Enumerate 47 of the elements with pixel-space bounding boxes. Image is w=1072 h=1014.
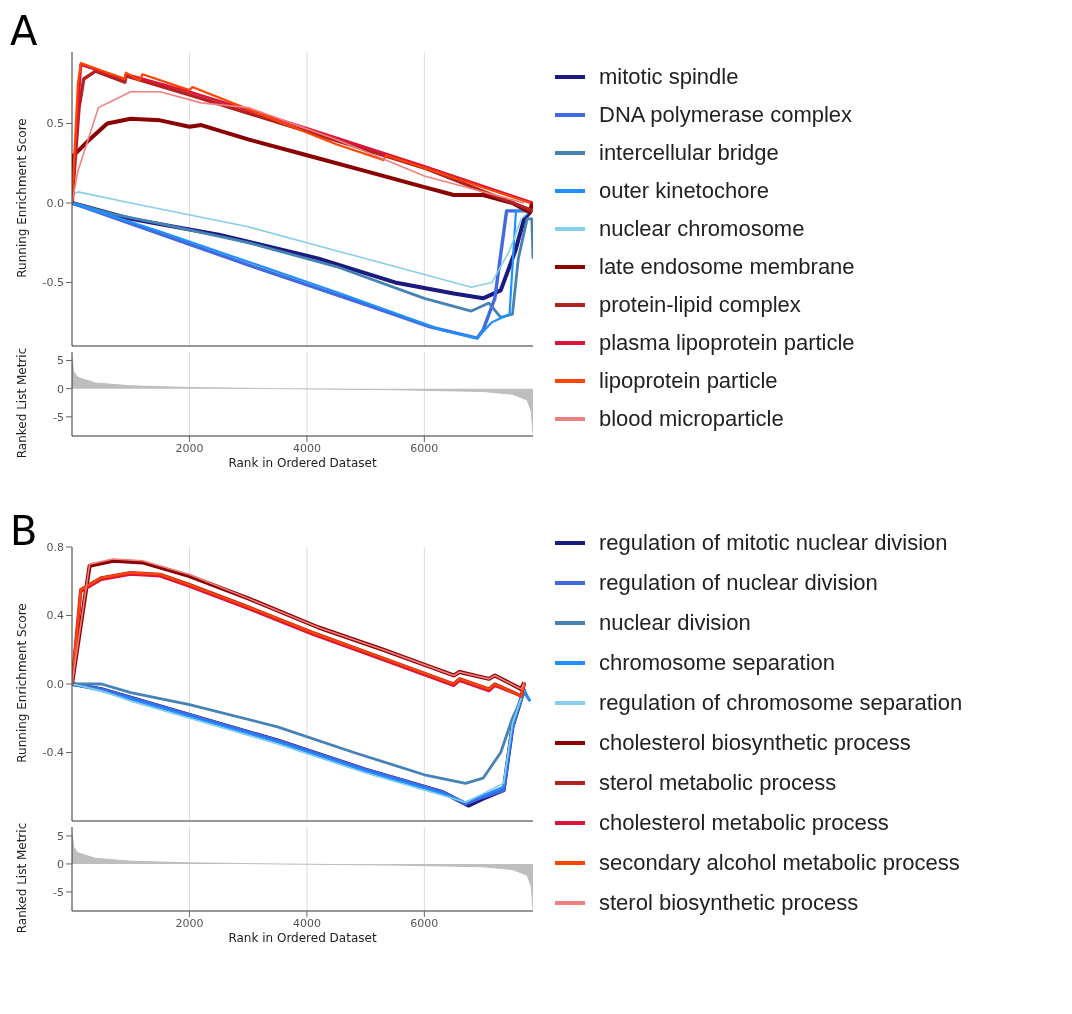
- legend-label: plasma lipoprotein particle: [599, 330, 855, 356]
- x-tick-label: 2000: [175, 441, 204, 455]
- chart-title: A: [10, 8, 38, 54]
- y-tick-label: -0.4: [42, 746, 64, 760]
- legend-label: intercellular bridge: [599, 140, 779, 166]
- y-tick-label: -5: [53, 885, 64, 899]
- x-tick-label: 4000: [292, 916, 321, 930]
- y-axis-title: Ranked List Metric: [15, 822, 29, 934]
- legend-label: mitotic spindle: [599, 64, 739, 90]
- legend-label: lipoprotein particle: [599, 368, 778, 394]
- x-tick-label: 6000: [410, 441, 439, 455]
- legend-label: protein-lipid complex: [599, 292, 801, 318]
- y-tick-label: 0.0: [46, 677, 64, 691]
- legend-label: DNA polymerase complex: [599, 102, 853, 128]
- x-axis-title: Rank in Ordered Dataset: [227, 456, 378, 470]
- legend-label: outer kinetochore: [599, 178, 769, 204]
- legend-label: regulation of chromosome separation: [599, 690, 963, 716]
- y-tick-label: 0.5: [46, 117, 64, 131]
- y-tick-label: 0: [57, 857, 64, 871]
- y-tick-label: 0.4: [46, 609, 64, 623]
- x-tick-label: 6000: [410, 916, 439, 930]
- y-axis-title: Running Enrichment Score: [15, 603, 29, 763]
- chart-title: B: [10, 508, 38, 554]
- legend-label: blood microparticle: [599, 406, 784, 432]
- legend-label: nuclear chromosome: [599, 216, 805, 242]
- legend-label: sterol metabolic process: [599, 770, 837, 796]
- legend-label: chromosome separation: [599, 650, 836, 676]
- y-tick-label: -0.5: [42, 276, 64, 290]
- legend-label: cholesterol biosynthetic process: [599, 730, 911, 756]
- x-axis-title: Rank in Ordered Dataset: [227, 931, 378, 945]
- y-axis-title: Ranked List Metric: [15, 347, 29, 459]
- legend-label: late endosome membrane: [599, 254, 855, 280]
- y-tick-label: 5: [57, 354, 64, 368]
- x-tick-label: 4000: [292, 441, 321, 455]
- y-tick-label: 0.0: [46, 196, 64, 210]
- legend-label: nuclear division: [599, 610, 751, 636]
- legend-label: regulation of mitotic nuclear division: [599, 530, 948, 556]
- legend-label: cholesterol metabolic process: [599, 810, 889, 836]
- y-tick-label: -5: [53, 410, 64, 424]
- y-tick-label: 0: [57, 382, 64, 396]
- legend-label: secondary alcohol metabolic process: [599, 850, 960, 876]
- y-tick-label: 5: [57, 829, 64, 843]
- x-tick-label: 2000: [175, 916, 204, 930]
- legend-label: regulation of nuclear division: [599, 570, 878, 596]
- y-axis-title: Running Enrichment Score: [15, 118, 29, 278]
- y-tick-label: 0.8: [46, 540, 64, 554]
- legend-label: sterol biosynthetic process: [599, 890, 859, 916]
